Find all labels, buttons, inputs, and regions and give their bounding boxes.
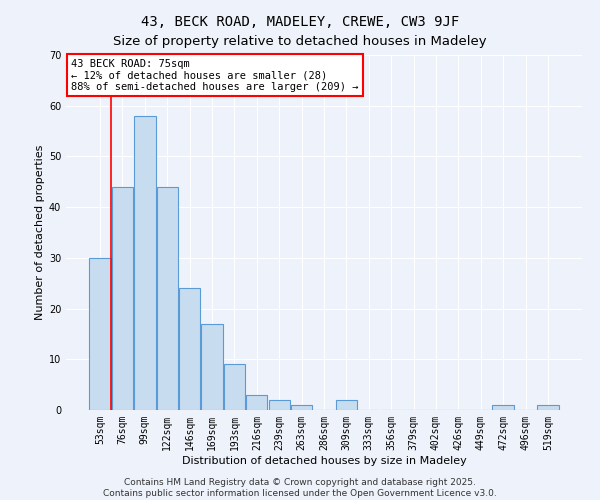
Bar (537, 405, 559, 410)
Text: 43, BECK ROAD, MADELEY, CREWE, CW3 9JF: 43, BECK ROAD, MADELEY, CREWE, CW3 9JF (141, 15, 459, 29)
X-axis label: Distribution of detached houses by size in Madeley: Distribution of detached houses by size … (182, 456, 466, 466)
Text: Size of property relative to detached houses in Madeley: Size of property relative to detached ho… (113, 35, 487, 48)
Bar (112, 187, 133, 410)
Bar (202, 324, 223, 410)
Bar (269, 400, 290, 410)
Bar (336, 400, 357, 410)
Y-axis label: Number of detached properties: Number of detached properties (35, 145, 44, 320)
Bar (291, 405, 312, 410)
Bar (134, 116, 155, 410)
Bar (179, 288, 200, 410)
Text: 43 BECK ROAD: 75sqm
← 12% of detached houses are smaller (28)
88% of semi-detach: 43 BECK ROAD: 75sqm ← 12% of detached ho… (71, 58, 359, 92)
Text: Contains HM Land Registry data © Crown copyright and database right 2025.
Contai: Contains HM Land Registry data © Crown c… (103, 478, 497, 498)
Bar (493, 405, 514, 410)
Bar (246, 395, 268, 410)
Bar (224, 364, 245, 410)
Bar (157, 187, 178, 410)
Bar (89, 258, 111, 410)
